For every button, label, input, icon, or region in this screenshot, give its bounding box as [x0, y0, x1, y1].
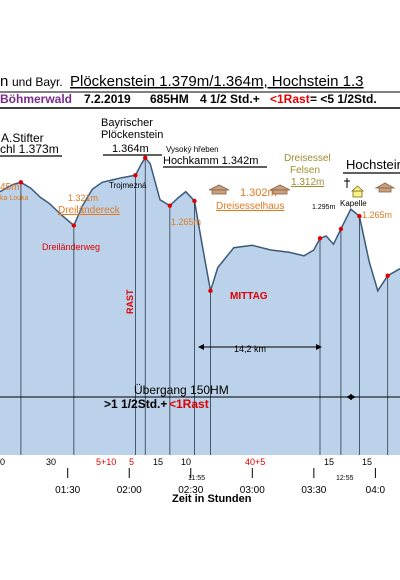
x-tick-label: 03:30	[301, 485, 326, 496]
place-label-dreilaendereck: Dreiländereck	[58, 205, 121, 216]
elev-label-1302: 1.302m	[240, 187, 277, 199]
peak-label-ploeckenstein-3: 1.364m	[112, 143, 149, 155]
x-tick-label: 04:0	[366, 485, 386, 496]
peak-label-hochkamm-1: Vysoký hřeben	[166, 145, 219, 154]
place-label-dreisesselhaus: Dreisesselhaus	[216, 201, 284, 212]
place-label-felsen: Felsen	[290, 165, 320, 176]
uebergang-time-label: >1 1/2Std.+	[104, 397, 167, 411]
x-tick-label: 02:30	[178, 485, 203, 496]
waypoint-dot	[71, 223, 77, 228]
place-label-trojmezna: Trojmezná	[109, 181, 147, 190]
hut-icon	[208, 184, 230, 195]
peak-label-stifter-2: chl 1.373m	[0, 142, 59, 156]
mittag-label: MITTAG	[230, 291, 268, 302]
peak-label-stifter-1: A.Stifter	[1, 131, 44, 145]
region-label: Böhmerwald	[0, 92, 72, 106]
distance-arrow-left-head	[198, 344, 204, 350]
trail-label-dreilaenderweg: Dreiländerweg	[42, 242, 100, 252]
elev-label-1312: 1.312m	[291, 177, 324, 188]
rast-label: <1Rast	[270, 92, 310, 106]
waypoint-dot	[143, 155, 148, 161]
waypoint-dot	[18, 180, 24, 185]
waypoint-dot	[192, 198, 197, 204]
x-axis-label: Zeit in Stunden	[172, 493, 252, 505]
summit-cross-icon	[344, 178, 350, 188]
peak-label-hochstein: Hochstein	[346, 157, 400, 172]
distance-arrow-right-head	[316, 344, 322, 350]
place-label-louka: ka Louka	[0, 195, 29, 202]
peak-label-ploeckenstein-2: Plöckenstein	[101, 129, 163, 141]
waypoint-dot	[317, 236, 323, 241]
segment-minutes: 15	[324, 457, 334, 467]
elev-label-45m: 45m	[0, 182, 19, 193]
date-label: 7.2.2019	[84, 92, 131, 106]
segment-minutes: 15	[153, 457, 163, 467]
rast-vertical-label: RAST	[125, 289, 135, 314]
chapel-icon	[350, 185, 365, 198]
segment-minutes: 5+10	[96, 457, 116, 467]
hut-icon	[374, 182, 396, 193]
waypoint-dot	[167, 203, 173, 208]
peak-label-hochkamm-2: Hochkamm 1.342m	[163, 155, 258, 167]
elev-label-1265-a: 1.265m	[171, 217, 201, 227]
elev-label-1321: 1.321m	[68, 193, 98, 203]
elev-label-1295: 1.295m	[312, 204, 336, 211]
duration-label: 4 1/2 Std.+	[200, 92, 260, 106]
waypoint-dot	[208, 288, 213, 294]
title-und: und Bayr.	[12, 75, 63, 89]
clock-time: 11:55	[188, 475, 205, 482]
waypoint-dot	[357, 213, 362, 219]
segment-minutes: 10	[181, 457, 191, 467]
place-label-dreisessel: Dreisessel	[284, 153, 331, 164]
total-label: = <5 1/2Std.	[310, 92, 377, 106]
segment-minutes: 30	[46, 457, 56, 467]
segment-minutes: 0	[0, 457, 5, 467]
elevation-area	[0, 157, 400, 456]
segment-minutes: 5	[129, 457, 134, 467]
clock-time: 12:55	[336, 475, 354, 482]
segment-minutes: 15	[362, 457, 372, 467]
elev-label-1265-b: 1.265m	[362, 210, 392, 220]
title-fragment: n	[0, 73, 8, 90]
x-tick-label: 03:00	[240, 485, 265, 496]
segment-minutes: 40+5	[245, 457, 265, 467]
uebergang-rast-label: <1Rast	[169, 397, 209, 411]
place-label-kapelle: Kapelle	[340, 199, 367, 208]
waypoint-dot	[385, 273, 390, 278]
peak-label-ploeckenstein-1: Bayrischer	[101, 117, 153, 129]
elevation-line	[0, 156, 400, 293]
x-tick-label: 02:00	[117, 485, 142, 496]
title-main: Plöckenstein 1.379m/1.364m, Hochstein 1.…	[70, 73, 364, 90]
distance-label: 14,2 km	[234, 344, 266, 354]
waypoint-dot	[338, 226, 344, 232]
hut-icon	[269, 184, 291, 195]
ascent-label: 685HM	[150, 92, 189, 106]
uebergang-label: Übergang 150HM	[134, 383, 229, 397]
x-tick-label: 01:30	[55, 485, 80, 496]
waypoint-dot	[133, 173, 138, 178]
